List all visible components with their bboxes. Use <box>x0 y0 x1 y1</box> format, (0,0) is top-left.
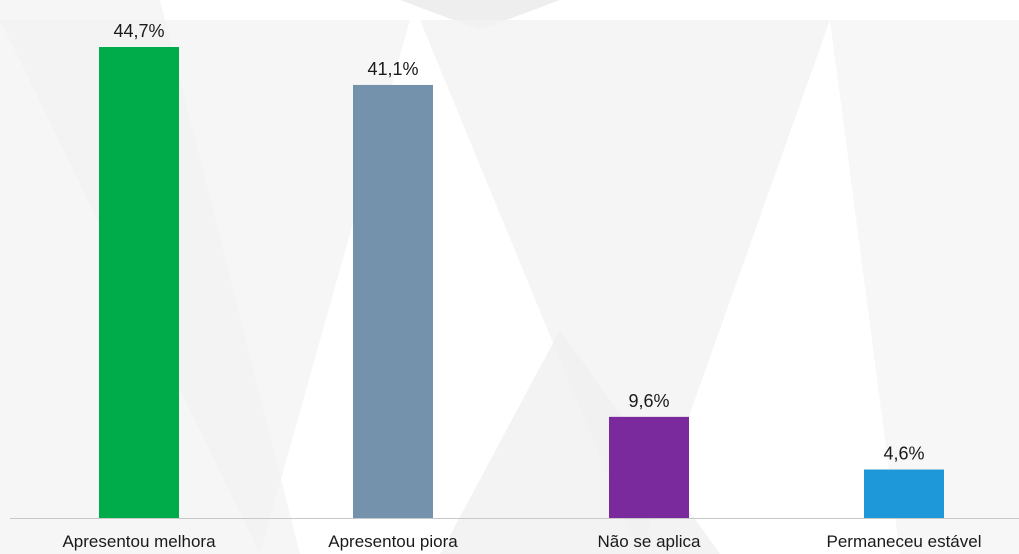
category-label-3: Não se aplica <box>597 532 701 551</box>
bar-2 <box>353 84 433 518</box>
data-label-1: 44,7% <box>113 21 164 41</box>
category-label-1: Apresentou melhora <box>62 532 216 551</box>
category-label-4: Permaneceu estável <box>827 532 982 551</box>
bar-4 <box>864 469 944 518</box>
data-label-2: 41,1% <box>367 59 418 79</box>
category-label-group: Apresentou melhora Apresentou piora Não se… <box>62 532 981 551</box>
category-label-2: Apresentou piora <box>328 532 458 551</box>
bar-group <box>99 47 944 518</box>
bar-3 <box>609 416 689 518</box>
bar-1 <box>99 47 179 518</box>
value-label-group: 44,7% 41,1% 9,6% 4,6% <box>113 21 924 464</box>
data-label-4: 4,6% <box>883 444 924 464</box>
data-label-3: 9,6% <box>628 391 669 411</box>
